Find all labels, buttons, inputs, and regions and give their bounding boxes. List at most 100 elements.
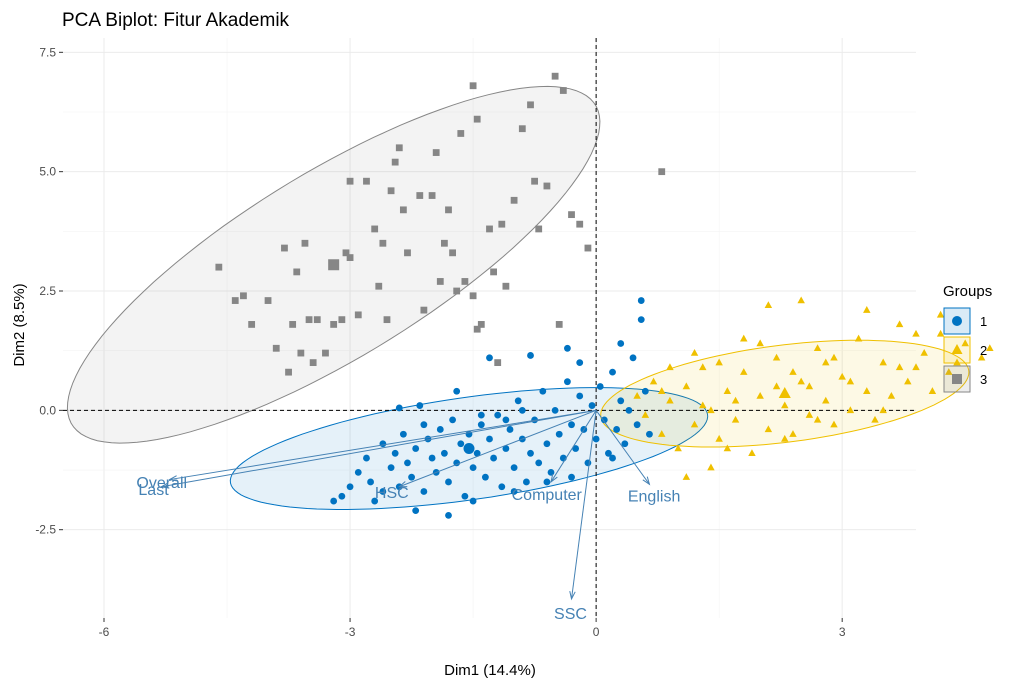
data-point-group-2	[756, 339, 764, 347]
data-point-group-1	[371, 497, 379, 505]
data-point-group-2	[658, 430, 666, 437]
data-point-group-3	[498, 220, 506, 228]
legend-title: Groups	[943, 283, 992, 300]
data-point-group-3	[473, 325, 481, 333]
data-point-group-3	[330, 321, 338, 328]
data-point-group-2	[764, 301, 773, 309]
data-point-group-3	[461, 278, 469, 285]
data-point-group-1	[461, 492, 469, 500]
data-point-group-3	[510, 196, 518, 204]
data-point-group-1	[564, 344, 571, 352]
data-point-group-3	[477, 321, 485, 328]
data-point-group-1	[379, 488, 387, 495]
data-point-group-3	[527, 101, 534, 109]
variable-label-hsc: HSC	[375, 485, 409, 502]
data-point-group-3	[363, 177, 370, 185]
data-point-group-1	[498, 483, 506, 491]
data-point-group-2	[731, 415, 740, 423]
data-point-group-2	[789, 368, 797, 375]
data-point-group-1	[490, 454, 498, 462]
data-point-group-3	[285, 368, 292, 376]
data-point-group-3	[543, 182, 551, 190]
data-point-group-1	[514, 397, 522, 405]
y-axis-label: Dim2 (8.5%)	[11, 283, 28, 366]
data-point-group-1	[440, 449, 448, 457]
data-point-group-2	[961, 339, 969, 347]
data-point-group-1	[502, 445, 510, 452]
data-point-group-1	[543, 478, 551, 486]
data-point-group-1	[399, 430, 407, 438]
centroid-group-1	[463, 443, 475, 455]
data-point-group-2	[707, 406, 715, 414]
variable-label-ssc: SSC	[554, 606, 587, 623]
legend-marker-1	[952, 316, 962, 326]
data-point-group-3	[559, 87, 567, 94]
data-point-group-2	[912, 363, 920, 371]
data-point-group-3	[301, 239, 309, 247]
reference-lines	[63, 38, 916, 618]
data-point-group-2	[928, 387, 937, 394]
legend: Groups 1 2 3	[943, 283, 992, 393]
data-point-group-1	[391, 449, 399, 457]
data-point-group-2	[863, 306, 871, 313]
data-point-group-1	[576, 392, 584, 400]
arrowhead-hsc	[397, 481, 408, 488]
data-point-group-3	[469, 292, 477, 300]
data-point-group-1	[404, 459, 411, 467]
data-point-group-3	[428, 192, 436, 199]
data-point-group-1	[449, 416, 456, 424]
y-tick-label: -2.5	[35, 523, 56, 537]
data-point-group-1	[477, 421, 485, 429]
data-point-group-2	[830, 353, 838, 361]
data-point-group-3	[293, 268, 301, 276]
arrow-overall	[169, 409, 597, 481]
arrowhead-ssc	[569, 590, 576, 601]
data-point-group-3	[322, 349, 329, 357]
data-point-group-1	[605, 449, 612, 457]
arrow-english	[595, 410, 650, 485]
data-point-group-2	[936, 329, 945, 337]
data-point-group-2	[953, 358, 961, 366]
data-point-group-3	[375, 282, 383, 290]
data-point-group-3	[346, 177, 354, 185]
data-point-group-3	[289, 321, 297, 328]
data-point-group-1	[625, 406, 633, 414]
data-point-group-1	[641, 387, 649, 395]
data-point-group-1	[363, 454, 370, 462]
data-point-group-2	[772, 382, 781, 390]
data-point-group-1	[469, 464, 477, 472]
data-point-group-2	[666, 396, 674, 404]
data-point-group-1	[551, 406, 559, 414]
data-point-group-2	[822, 358, 830, 366]
data-point-group-1	[428, 454, 436, 462]
data-point-group-1	[523, 478, 530, 486]
data-point-group-1	[527, 352, 534, 359]
data-point-group-3	[248, 321, 256, 328]
data-point-group-2	[871, 415, 879, 423]
data-point-group-3	[453, 287, 461, 295]
chart-title: PCA Biplot: Fitur Akademik	[62, 10, 290, 31]
data-point-group-1	[354, 469, 362, 476]
data-point-group-3	[264, 297, 272, 304]
data-point-group-2	[715, 358, 723, 366]
data-point-group-2	[813, 415, 822, 423]
data-points	[215, 72, 994, 519]
centroid-group-2	[778, 387, 791, 399]
data-point-group-1	[609, 454, 616, 462]
data-point-group-1	[387, 464, 395, 472]
data-point-group-2	[690, 420, 699, 428]
data-point-group-1	[494, 411, 502, 419]
data-point-group-3	[297, 349, 305, 357]
data-point-group-2	[723, 387, 732, 394]
data-point-group-1	[637, 316, 645, 324]
data-point-group-1	[543, 440, 551, 448]
data-point-group-2	[822, 396, 830, 404]
data-point-group-2	[764, 425, 773, 433]
data-point-group-2	[740, 368, 748, 375]
data-point-group-3	[432, 149, 440, 156]
data-point-group-1	[617, 397, 625, 405]
x-axis-ticks: -6 -3 0 3	[99, 618, 846, 639]
data-point-group-1	[445, 478, 452, 486]
data-point-group-2	[756, 391, 764, 399]
data-point-group-2	[699, 363, 707, 371]
